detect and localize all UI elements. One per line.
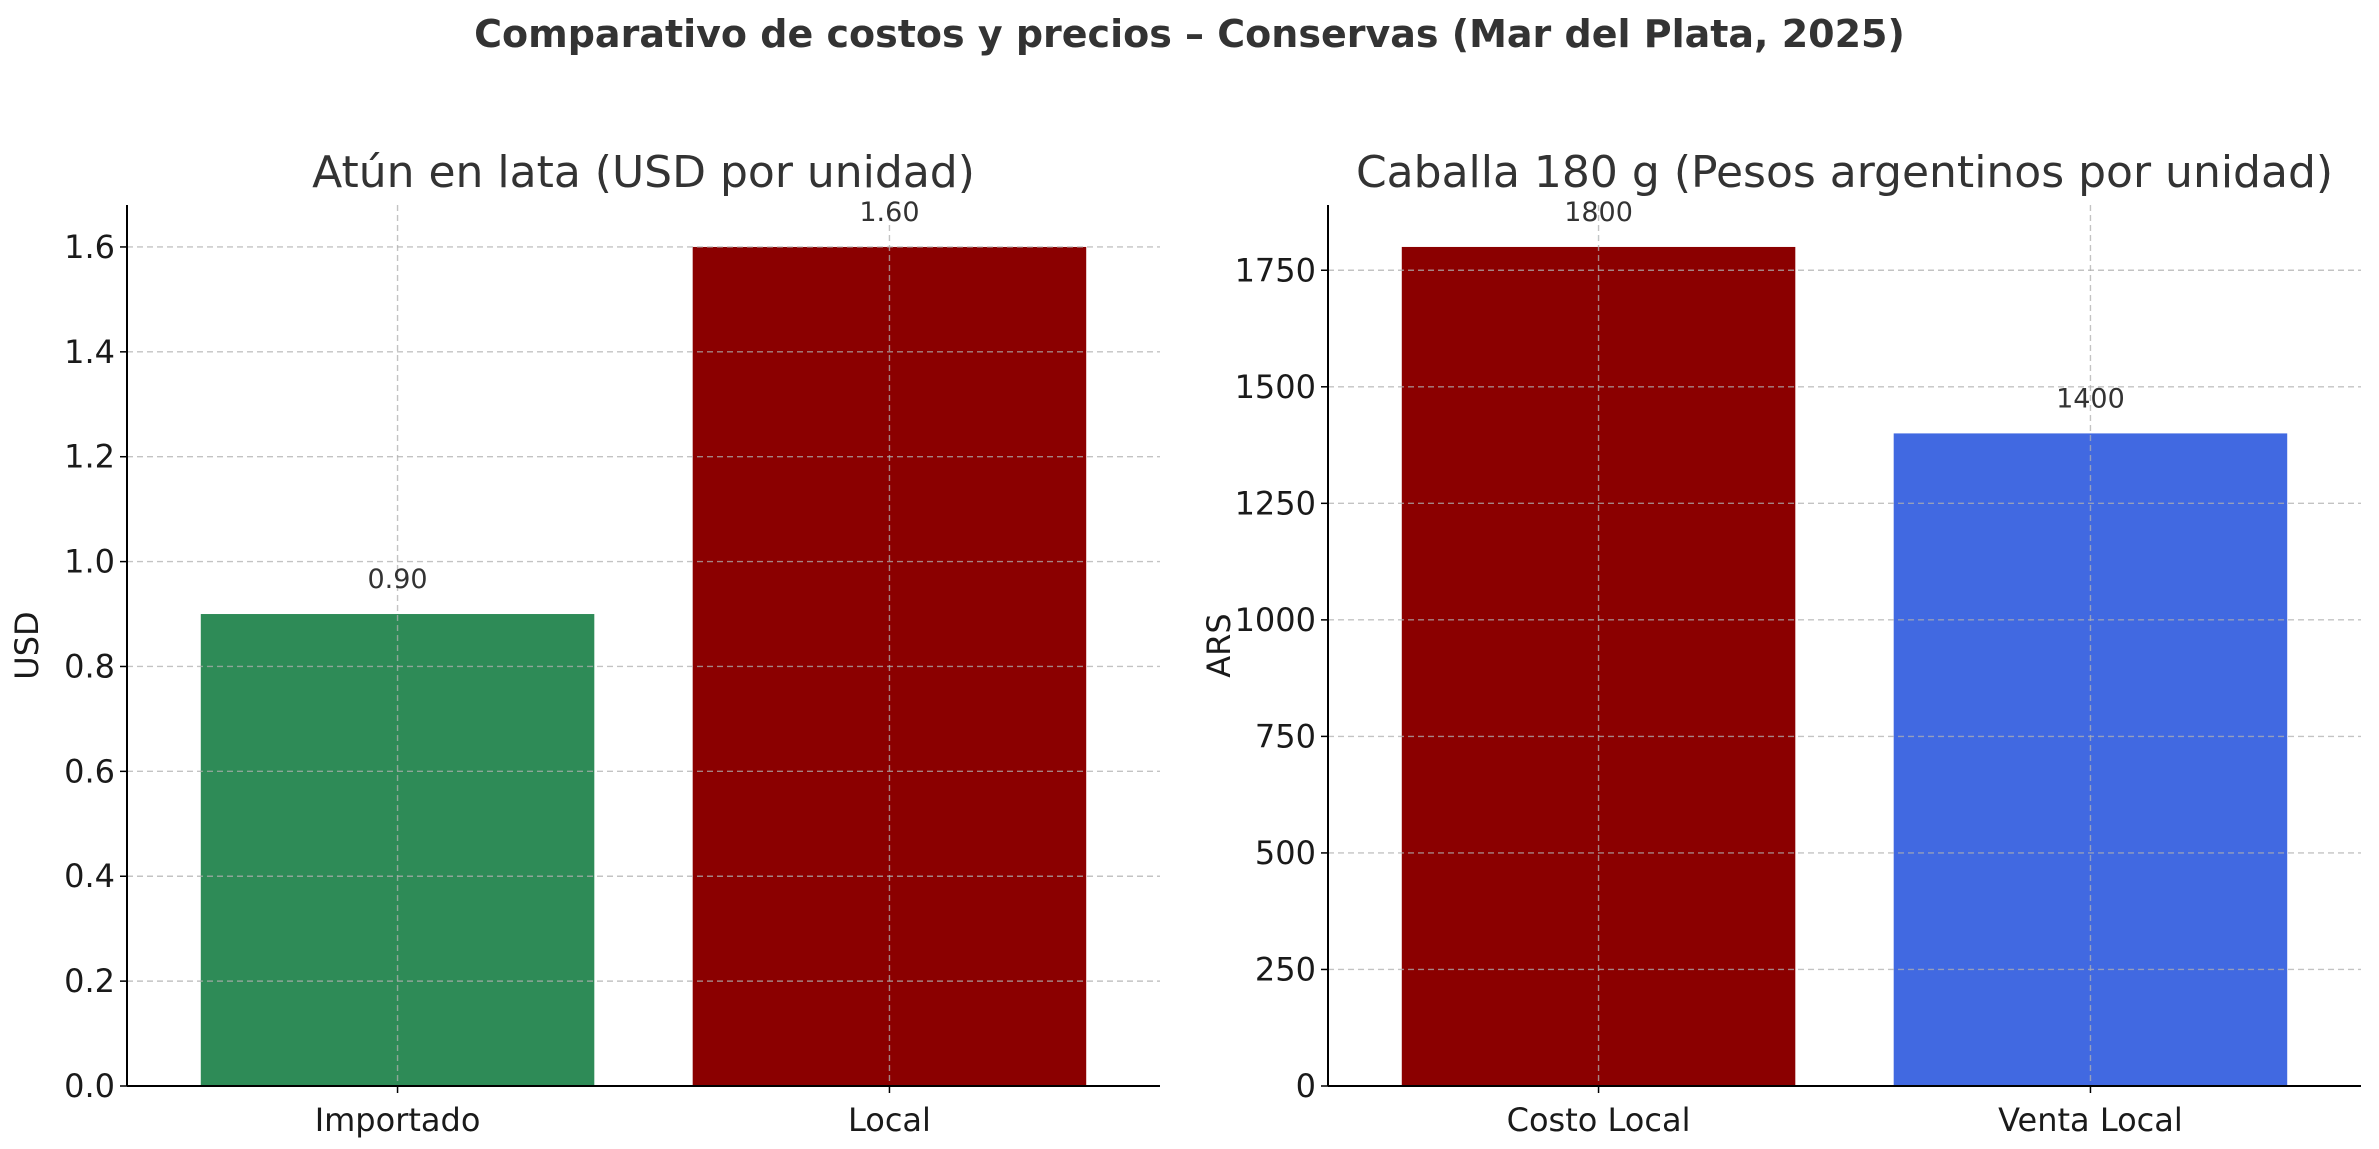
x-tick-label: Venta Local (1998, 1101, 2183, 1139)
y-tick-label: 0 (1296, 1067, 1316, 1105)
y-tick-label: 1750 (1235, 251, 1316, 289)
y-axis-label: USD (8, 611, 46, 679)
y-tick-label: 1250 (1235, 484, 1316, 522)
y-tick-label: 250 (1255, 950, 1316, 988)
x-tick-label: Local (848, 1101, 931, 1139)
figure-title: Comparativo de costos y precios – Conser… (474, 12, 1905, 56)
y-tick-label: 1.0 (64, 543, 115, 581)
chart-atun: 0.0 0.2 0.4 0.6 0.8 1.0 1.2 1.4 1.6 Importado Loca… (8, 147, 1160, 1139)
x-tick-label: Importado (315, 1101, 481, 1139)
y-tick-label: 0.8 (64, 647, 115, 685)
y-tick-label: 1000 (1235, 601, 1316, 639)
y-tick-label: 0.0 (64, 1067, 115, 1105)
chart-title: Caballa 180 g (Pesos argentinos por unid… (1356, 147, 2333, 198)
bar-value-label: 0.90 (367, 564, 427, 595)
y-tick-label: 1500 (1235, 368, 1316, 406)
bar-value-label: 1.60 (859, 197, 919, 228)
y-tick-label: 750 (1255, 717, 1316, 755)
y-tick-label: 0.6 (64, 752, 115, 790)
y-tick-label: 1.6 (64, 228, 115, 266)
y-axis-label: ARS (1200, 613, 1238, 677)
y-tick-label: 0.4 (64, 857, 115, 895)
y-tick-label: 1.4 (64, 333, 115, 371)
bar-value-label: 1400 (2056, 383, 2125, 414)
y-tick-label: 0.2 (64, 962, 115, 1000)
bar-value-label: 1800 (1564, 197, 1633, 228)
x-tick-label: Costo Local (1507, 1101, 1691, 1139)
y-tick-label: 1.2 (64, 438, 115, 476)
chart-caballa: 0 250 500 750 1000 1250 1500 1750 Costo Local Ven… (1200, 147, 2361, 1139)
y-tick-label: 500 (1255, 834, 1316, 872)
chart-title: Atún en lata (USD por unidad) (312, 147, 975, 198)
